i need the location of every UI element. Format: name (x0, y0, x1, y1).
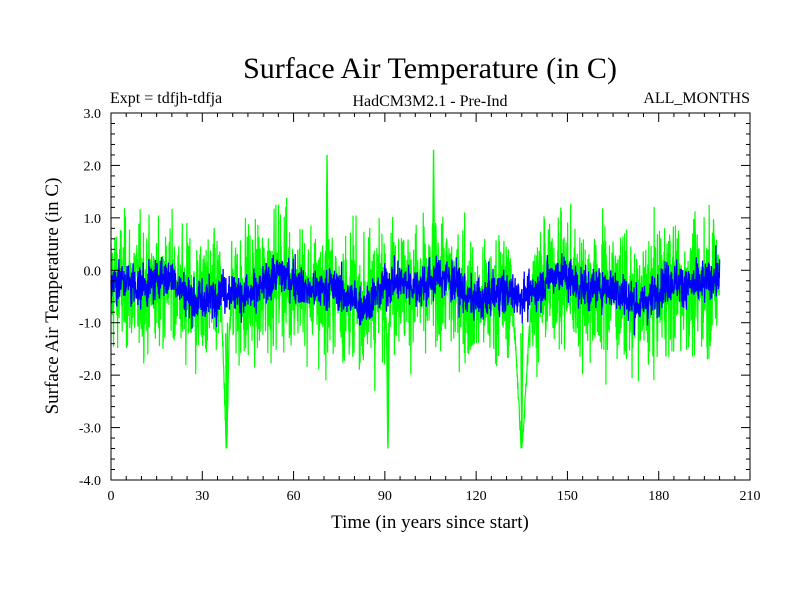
chart-title: Surface Air Temperature (in C) (243, 52, 617, 85)
series-layer (110, 149, 721, 449)
expt-label: Expt = tdfjh-tdfja (110, 90, 222, 107)
x-tick-label-6: 180 (648, 489, 669, 504)
y-tick-label-0: -4.0 (79, 474, 101, 489)
series-monthly-spike-26 (431, 149, 436, 271)
y-tick-label-2: -2.0 (79, 369, 101, 384)
x-tick-label-7: 210 (740, 489, 761, 504)
x-tick-label-0: 0 (108, 489, 115, 504)
y-tick-label-5: 1.0 (84, 212, 102, 227)
ticks-layer: 0 30 60 90 120 150 180 210 -4.0 -3.0 -2.0 -1.0 0.0 1.… (79, 107, 761, 504)
x-axis-label: Time (in years since start) (331, 512, 529, 533)
y-axis-label: Surface Air Temperature (in C) (42, 178, 63, 415)
x-tick-label-3: 90 (378, 489, 392, 504)
y-tick-label-1: -3.0 (79, 422, 101, 437)
x-tick-label-5: 150 (557, 489, 578, 504)
series-monthly-spike-8 (225, 322, 229, 449)
series-monthly-line (110, 197, 721, 449)
y-tick-label-7: 3.0 (84, 107, 102, 122)
x-tick-label-2: 60 (287, 489, 301, 504)
y-tick-label-4: 0.0 (84, 264, 102, 279)
series-annual-line (110, 245, 721, 336)
y-tick-label-6: 2.0 (84, 159, 102, 174)
x-tick-label-1: 30 (195, 489, 209, 504)
series-monthly-spike-21 (386, 322, 390, 449)
y-tick-label-3: -1.0 (79, 317, 101, 332)
x-tick-label-4: 120 (466, 489, 487, 504)
model-label: HadCM3M2.1 - Pre-Ind (352, 93, 507, 110)
series-monthly-spike-16 (325, 154, 329, 271)
series-monthly-spike-32 (520, 322, 524, 449)
months-label: ALL_MONTHS (643, 90, 750, 107)
